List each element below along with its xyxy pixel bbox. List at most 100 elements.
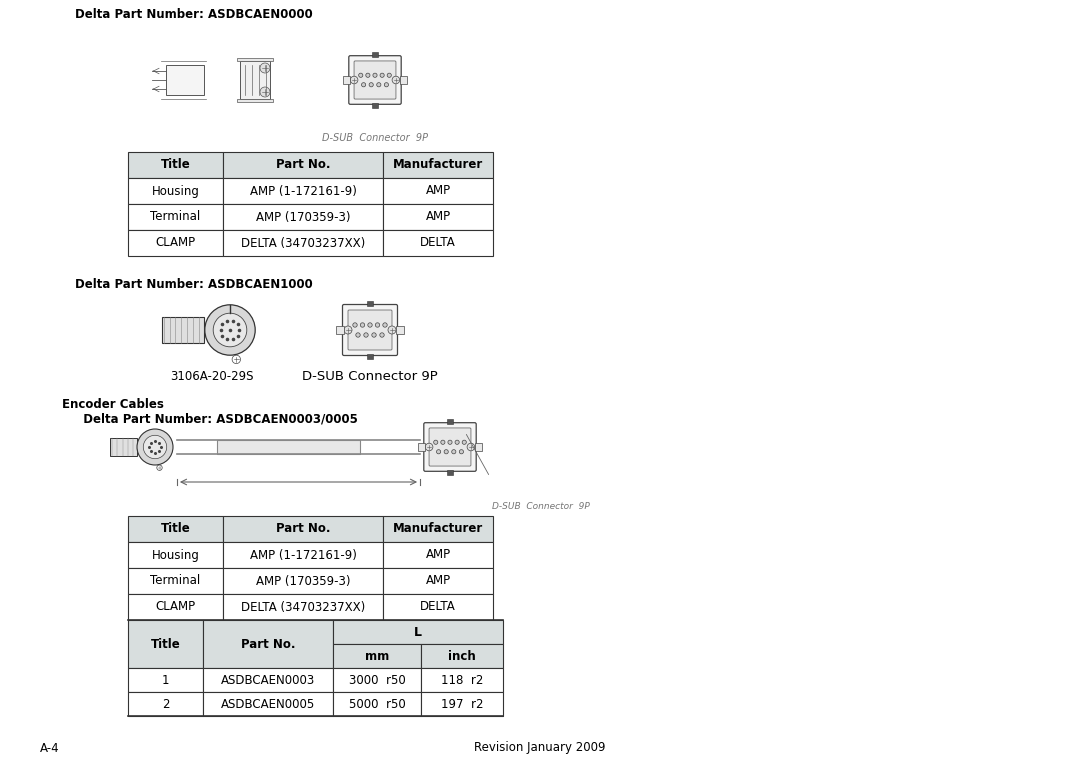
Bar — [367, 354, 373, 359]
Text: AMP (170359-3): AMP (170359-3) — [256, 211, 350, 224]
Circle shape — [369, 82, 374, 87]
Text: Manufacturer: Manufacturer — [393, 523, 483, 536]
Circle shape — [382, 323, 388, 327]
Bar — [129, 204, 222, 230]
Circle shape — [426, 443, 433, 451]
Text: mm: mm — [365, 649, 389, 662]
Text: Revision January 2009: Revision January 2009 — [474, 742, 606, 755]
Bar — [222, 230, 383, 256]
Circle shape — [205, 304, 255, 356]
Text: Manufacturer: Manufacturer — [393, 159, 483, 172]
Bar — [373, 103, 378, 108]
Text: Part No.: Part No. — [275, 523, 330, 536]
Bar — [383, 204, 492, 230]
Bar — [383, 516, 492, 542]
Text: ASDBCAEN0003: ASDBCAEN0003 — [221, 674, 315, 687]
Bar — [129, 542, 222, 568]
Circle shape — [387, 73, 391, 77]
Text: Encoder Cables: Encoder Cables — [62, 398, 164, 411]
Circle shape — [467, 443, 475, 451]
Text: Title: Title — [161, 159, 190, 172]
Bar — [336, 326, 345, 334]
Circle shape — [359, 73, 363, 77]
Bar — [400, 76, 407, 84]
Text: Title: Title — [161, 523, 190, 536]
Text: D-SUB Connector 9P: D-SUB Connector 9P — [302, 370, 437, 383]
Bar — [203, 668, 333, 692]
Text: D-SUB  Connector  9P: D-SUB Connector 9P — [322, 133, 428, 143]
Text: 197  r2: 197 r2 — [441, 697, 483, 710]
Bar — [396, 326, 404, 334]
Circle shape — [361, 323, 365, 327]
Text: AMP (1-172161-9): AMP (1-172161-9) — [249, 549, 356, 562]
Bar — [373, 53, 378, 57]
Text: CLAMP: CLAMP — [156, 237, 195, 250]
Bar — [418, 443, 426, 451]
Text: 5000  r50: 5000 r50 — [349, 697, 405, 710]
Text: DELTA (34703237XX): DELTA (34703237XX) — [241, 600, 365, 613]
FancyBboxPatch shape — [423, 423, 476, 472]
Bar — [129, 568, 222, 594]
Circle shape — [362, 82, 366, 87]
Text: AMP: AMP — [426, 575, 450, 588]
Text: DELTA: DELTA — [420, 600, 456, 613]
Circle shape — [462, 440, 467, 444]
Text: AMP (170359-3): AMP (170359-3) — [256, 575, 350, 588]
Bar — [222, 152, 383, 178]
Text: Part No.: Part No. — [241, 638, 295, 651]
Bar — [421, 692, 503, 716]
Bar — [129, 178, 222, 204]
Circle shape — [213, 313, 247, 347]
Circle shape — [373, 73, 377, 77]
Bar — [333, 668, 421, 692]
Circle shape — [380, 73, 384, 77]
Text: AMP: AMP — [426, 549, 450, 562]
Circle shape — [260, 63, 270, 73]
Circle shape — [436, 449, 441, 454]
Bar — [129, 620, 203, 668]
Text: 3106A-20-29S: 3106A-20-29S — [171, 370, 254, 383]
Circle shape — [388, 326, 396, 334]
Bar — [237, 99, 273, 102]
Bar — [222, 542, 383, 568]
Text: Housing: Housing — [151, 549, 200, 562]
Bar — [166, 65, 204, 95]
Bar — [222, 568, 383, 594]
Circle shape — [260, 87, 270, 97]
Bar — [421, 644, 503, 668]
Bar — [203, 620, 333, 668]
Bar — [203, 692, 333, 716]
Circle shape — [434, 440, 437, 444]
Text: inch: inch — [448, 649, 476, 662]
Bar — [222, 204, 383, 230]
Circle shape — [377, 82, 381, 87]
Bar — [333, 620, 503, 644]
Bar — [129, 230, 222, 256]
Circle shape — [376, 323, 380, 327]
Bar — [237, 58, 273, 61]
Bar — [447, 420, 453, 424]
Text: L: L — [414, 626, 422, 639]
Text: Housing: Housing — [151, 185, 200, 198]
Bar — [383, 230, 492, 256]
Circle shape — [384, 82, 389, 87]
Bar — [110, 438, 137, 456]
Text: D-SUB  Connector  9P: D-SUB Connector 9P — [492, 502, 590, 511]
FancyBboxPatch shape — [342, 304, 397, 356]
Circle shape — [353, 323, 357, 327]
Bar — [447, 470, 453, 475]
Circle shape — [451, 449, 456, 454]
Bar — [383, 178, 492, 204]
Text: ASDBCAEN0005: ASDBCAEN0005 — [221, 697, 315, 710]
Bar — [222, 594, 383, 620]
FancyBboxPatch shape — [429, 428, 471, 466]
Bar — [129, 152, 222, 178]
Text: Delta Part Number: ASDBCAEN1000: Delta Part Number: ASDBCAEN1000 — [75, 278, 313, 291]
Text: AMP: AMP — [426, 211, 450, 224]
Circle shape — [441, 440, 445, 444]
Bar — [129, 668, 203, 692]
Circle shape — [372, 333, 376, 337]
Circle shape — [459, 449, 463, 454]
Text: DELTA: DELTA — [420, 237, 456, 250]
Text: 118  r2: 118 r2 — [441, 674, 483, 687]
